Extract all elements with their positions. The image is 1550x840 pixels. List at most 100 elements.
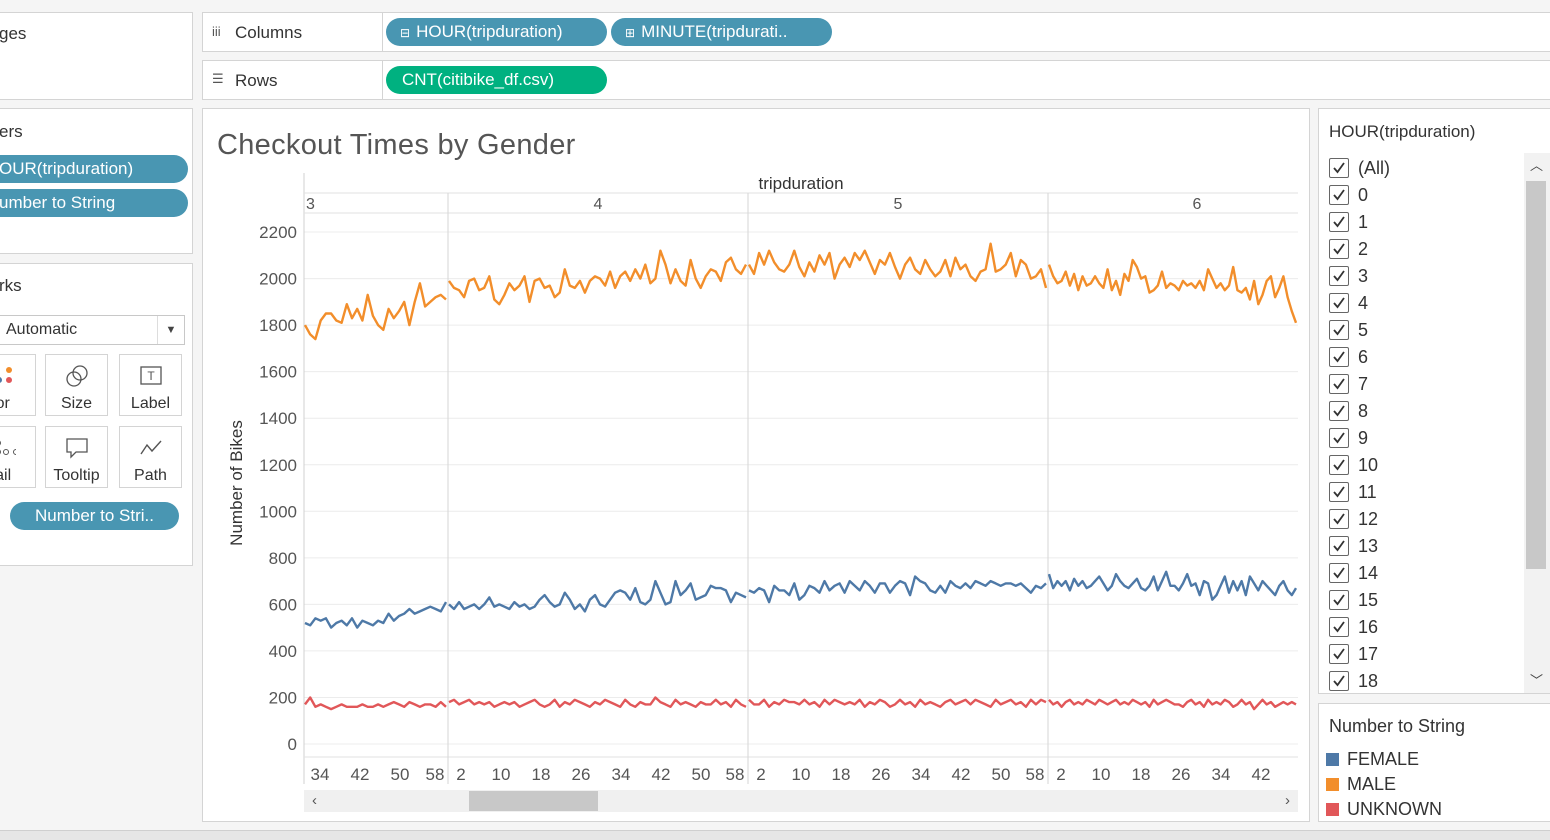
filter-item[interactable]: 0 xyxy=(1329,183,1368,207)
filter-item[interactable]: 13 xyxy=(1329,534,1378,558)
checkbox-checked-icon[interactable] xyxy=(1329,212,1349,232)
checkbox-checked-icon[interactable] xyxy=(1329,347,1349,367)
filter-pill-hour[interactable]: OUR(tripduration) xyxy=(0,155,188,183)
hour-filter-title: HOUR(tripduration) xyxy=(1329,122,1476,141)
scrollbar-thumb[interactable] xyxy=(469,791,598,811)
filter-pill-number-to-string[interactable]: umber to String xyxy=(0,189,188,217)
legend-item[interactable]: UNKNOWN xyxy=(1326,799,1442,820)
legend-swatch xyxy=(1326,778,1339,791)
checkbox-checked-icon[interactable] xyxy=(1329,455,1349,475)
checkbox-checked-icon[interactable] xyxy=(1329,293,1349,313)
checkbox-checked-icon[interactable] xyxy=(1329,320,1349,340)
checkbox-checked-icon[interactable] xyxy=(1329,239,1349,259)
rows-shelf: ☰ Rows CNT(citibike_df.csv) xyxy=(202,60,1550,100)
vertical-scrollbar[interactable]: ︿ ﹀ xyxy=(1524,153,1550,693)
color-icon xyxy=(0,363,35,389)
checkbox-checked-icon[interactable] xyxy=(1329,401,1349,421)
hour-filter-card: HOUR(tripduration) ︿ ﹀ xyxy=(1318,108,1550,694)
chevron-down-icon: ▼ xyxy=(157,316,184,344)
checkbox-checked-icon[interactable] xyxy=(1329,671,1349,691)
checkbox-checked-icon[interactable] xyxy=(1329,617,1349,637)
columns-pill-minute-label: MINUTE(tripdurati.. xyxy=(641,22,788,41)
filter-item[interactable]: 17 xyxy=(1329,642,1378,666)
marks-pill-number-to-string[interactable]: Number to Stri.. xyxy=(10,502,179,530)
scroll-up-icon[interactable]: ︿ xyxy=(1530,158,1544,173)
path-button[interactable]: Path xyxy=(119,426,182,488)
checkbox-checked-icon[interactable] xyxy=(1329,590,1349,610)
checkbox-checked-icon[interactable] xyxy=(1329,644,1349,664)
size-icon xyxy=(46,363,107,389)
filter-item[interactable]: 18 xyxy=(1329,669,1378,693)
filter-item[interactable]: 2 xyxy=(1329,237,1368,261)
expand-icon: ⊞ xyxy=(625,26,636,40)
filter-item[interactable]: 7 xyxy=(1329,372,1368,396)
chart-title: Checkout Times by Gender xyxy=(217,129,576,161)
marks-title: rks xyxy=(0,276,22,295)
scroll-left-icon[interactable]: ‹ xyxy=(312,792,317,809)
color-button[interactable]: olor xyxy=(0,354,36,416)
scroll-right-icon[interactable]: › xyxy=(1285,792,1290,809)
filter-item[interactable]: 10 xyxy=(1329,453,1378,477)
filter-item[interactable]: 3 xyxy=(1329,264,1368,288)
checkbox-checked-icon[interactable] xyxy=(1329,509,1349,529)
legend-item[interactable]: FEMALE xyxy=(1326,749,1419,770)
rows-icon: ☰ xyxy=(212,71,224,86)
filter-item-label: 15 xyxy=(1358,589,1379,610)
filters-card: ers OUR(tripduration) umber to String xyxy=(0,108,193,254)
mark-type-dropdown[interactable]: Automatic ▼ xyxy=(0,315,185,345)
filter-item[interactable]: 14 xyxy=(1329,561,1378,585)
filter-item-label: 7 xyxy=(1358,373,1369,394)
legend-card: Number to String xyxy=(1318,703,1550,822)
chart-card: Checkout Times by Gender xyxy=(202,108,1310,822)
filter-item-label: 12 xyxy=(1358,508,1379,529)
rows-pill-count[interactable]: CNT(citibike_df.csv) xyxy=(386,66,607,94)
filter-item-label: 4 xyxy=(1358,292,1369,313)
checkbox-checked-icon[interactable] xyxy=(1329,266,1349,286)
filter-item-label: 3 xyxy=(1358,265,1369,286)
checkbox-checked-icon[interactable] xyxy=(1329,428,1349,448)
filter-item-label: 11 xyxy=(1358,481,1377,502)
filter-item[interactable]: 15 xyxy=(1329,588,1378,612)
filter-item-label: (All) xyxy=(1358,157,1390,178)
scrollbar-thumb[interactable] xyxy=(1526,181,1546,569)
checkbox-checked-icon[interactable] xyxy=(1329,185,1349,205)
filter-item[interactable]: (All) xyxy=(1329,156,1390,180)
columns-pill-minute[interactable]: ⊞ MINUTE(tripdurati.. xyxy=(611,18,832,46)
filter-item[interactable]: 11 xyxy=(1329,480,1377,504)
columns-pill-hour[interactable]: ⊟ HOUR(tripduration) xyxy=(386,18,607,46)
color-button-label: olor xyxy=(0,395,10,412)
filter-item[interactable]: 4 xyxy=(1329,291,1368,315)
scroll-down-icon[interactable]: ﹀ xyxy=(1530,673,1544,688)
filter-item[interactable]: 6 xyxy=(1329,345,1368,369)
legend-item[interactable]: MALE xyxy=(1326,774,1396,795)
tooltip-button[interactable]: Tooltip xyxy=(45,426,108,488)
columns-shelf: iii Columns ⊟ HOUR(tripduration) ⊞ MINUTE(… xyxy=(202,12,1550,52)
checkbox-checked-icon[interactable] xyxy=(1329,563,1349,583)
legend-label: FEMALE xyxy=(1347,749,1420,769)
filter-item[interactable]: 16 xyxy=(1329,615,1378,639)
filter-item-label: 0 xyxy=(1358,184,1369,205)
path-button-label: Path xyxy=(134,467,167,484)
filters-title: ers xyxy=(0,122,23,141)
legend-label: UNKNOWN xyxy=(1347,799,1442,819)
detail-button[interactable]: etail xyxy=(0,426,36,488)
filter-item[interactable]: 8 xyxy=(1329,399,1368,423)
size-button-label: Size xyxy=(60,395,93,412)
legend-label: MALE xyxy=(1347,774,1397,794)
label-button[interactable]: T Label xyxy=(119,354,182,416)
marks-card: rks Automatic ▼ olor Size T Label etail … xyxy=(0,263,193,566)
filter-item[interactable]: 12 xyxy=(1329,507,1378,531)
checkbox-checked-icon[interactable] xyxy=(1329,374,1349,394)
size-button[interactable]: Size xyxy=(45,354,108,416)
filter-item[interactable]: 1 xyxy=(1329,210,1368,234)
rows-label: Rows xyxy=(235,71,278,90)
filter-item[interactable]: 9 xyxy=(1329,426,1368,450)
filter-item-label: 2 xyxy=(1358,238,1369,259)
horizontal-scrollbar[interactable]: ‹ › xyxy=(304,790,1298,812)
filter-item[interactable]: 5 xyxy=(1329,318,1368,342)
expand-icon: ⊟ xyxy=(400,26,411,40)
filter-item-label: 8 xyxy=(1358,400,1369,421)
checkbox-checked-icon[interactable] xyxy=(1329,482,1349,502)
checkbox-checked-icon[interactable] xyxy=(1329,536,1349,556)
checkbox-checked-icon[interactable] xyxy=(1329,158,1349,178)
